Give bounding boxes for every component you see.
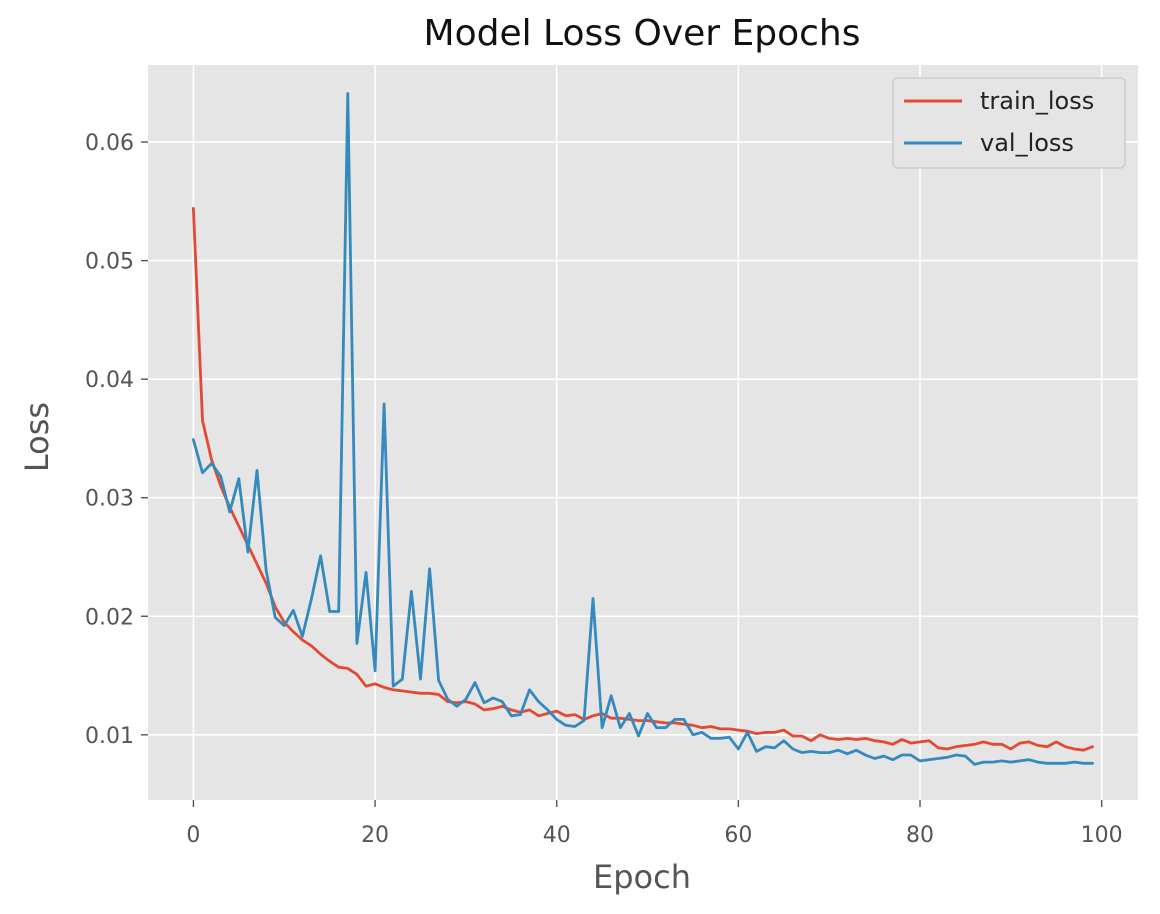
series-lines bbox=[191, 92, 1094, 766]
x-axis-label: Epoch bbox=[593, 858, 691, 896]
y-tick-label: 0.05 bbox=[85, 250, 134, 275]
legend: train_loss val_loss bbox=[892, 77, 1126, 169]
legend-label-train-loss: train_loss bbox=[980, 87, 1094, 115]
x-tick-label: 0 bbox=[186, 823, 200, 848]
axis-ticks: 0 20 40 60 80 100 0.01 0.02 0.03 0.04 0.05 0.06 bbox=[85, 131, 1123, 848]
y-axis-label: Loss bbox=[18, 402, 56, 472]
x-tick-label: 40 bbox=[543, 823, 571, 848]
grid-lines bbox=[148, 65, 1138, 800]
plot-area bbox=[148, 65, 1138, 800]
x-tick-label: 60 bbox=[724, 823, 752, 848]
x-tick-label: 80 bbox=[906, 823, 934, 848]
chart-title: Model Loss Over Epochs bbox=[424, 13, 861, 54]
x-tick-label: 20 bbox=[361, 823, 389, 848]
series-line-train-loss bbox=[191, 206, 1094, 752]
y-tick-label: 0.06 bbox=[85, 131, 134, 156]
legend-label-val-loss: val_loss bbox=[980, 129, 1074, 157]
y-tick-label: 0.01 bbox=[85, 724, 134, 749]
y-tick-label: 0.04 bbox=[85, 368, 134, 393]
y-tick-label: 0.03 bbox=[85, 487, 134, 512]
x-tick-label: 100 bbox=[1081, 823, 1123, 848]
y-tick-label: 0.02 bbox=[85, 605, 134, 630]
series-line-val-loss bbox=[191, 92, 1094, 766]
